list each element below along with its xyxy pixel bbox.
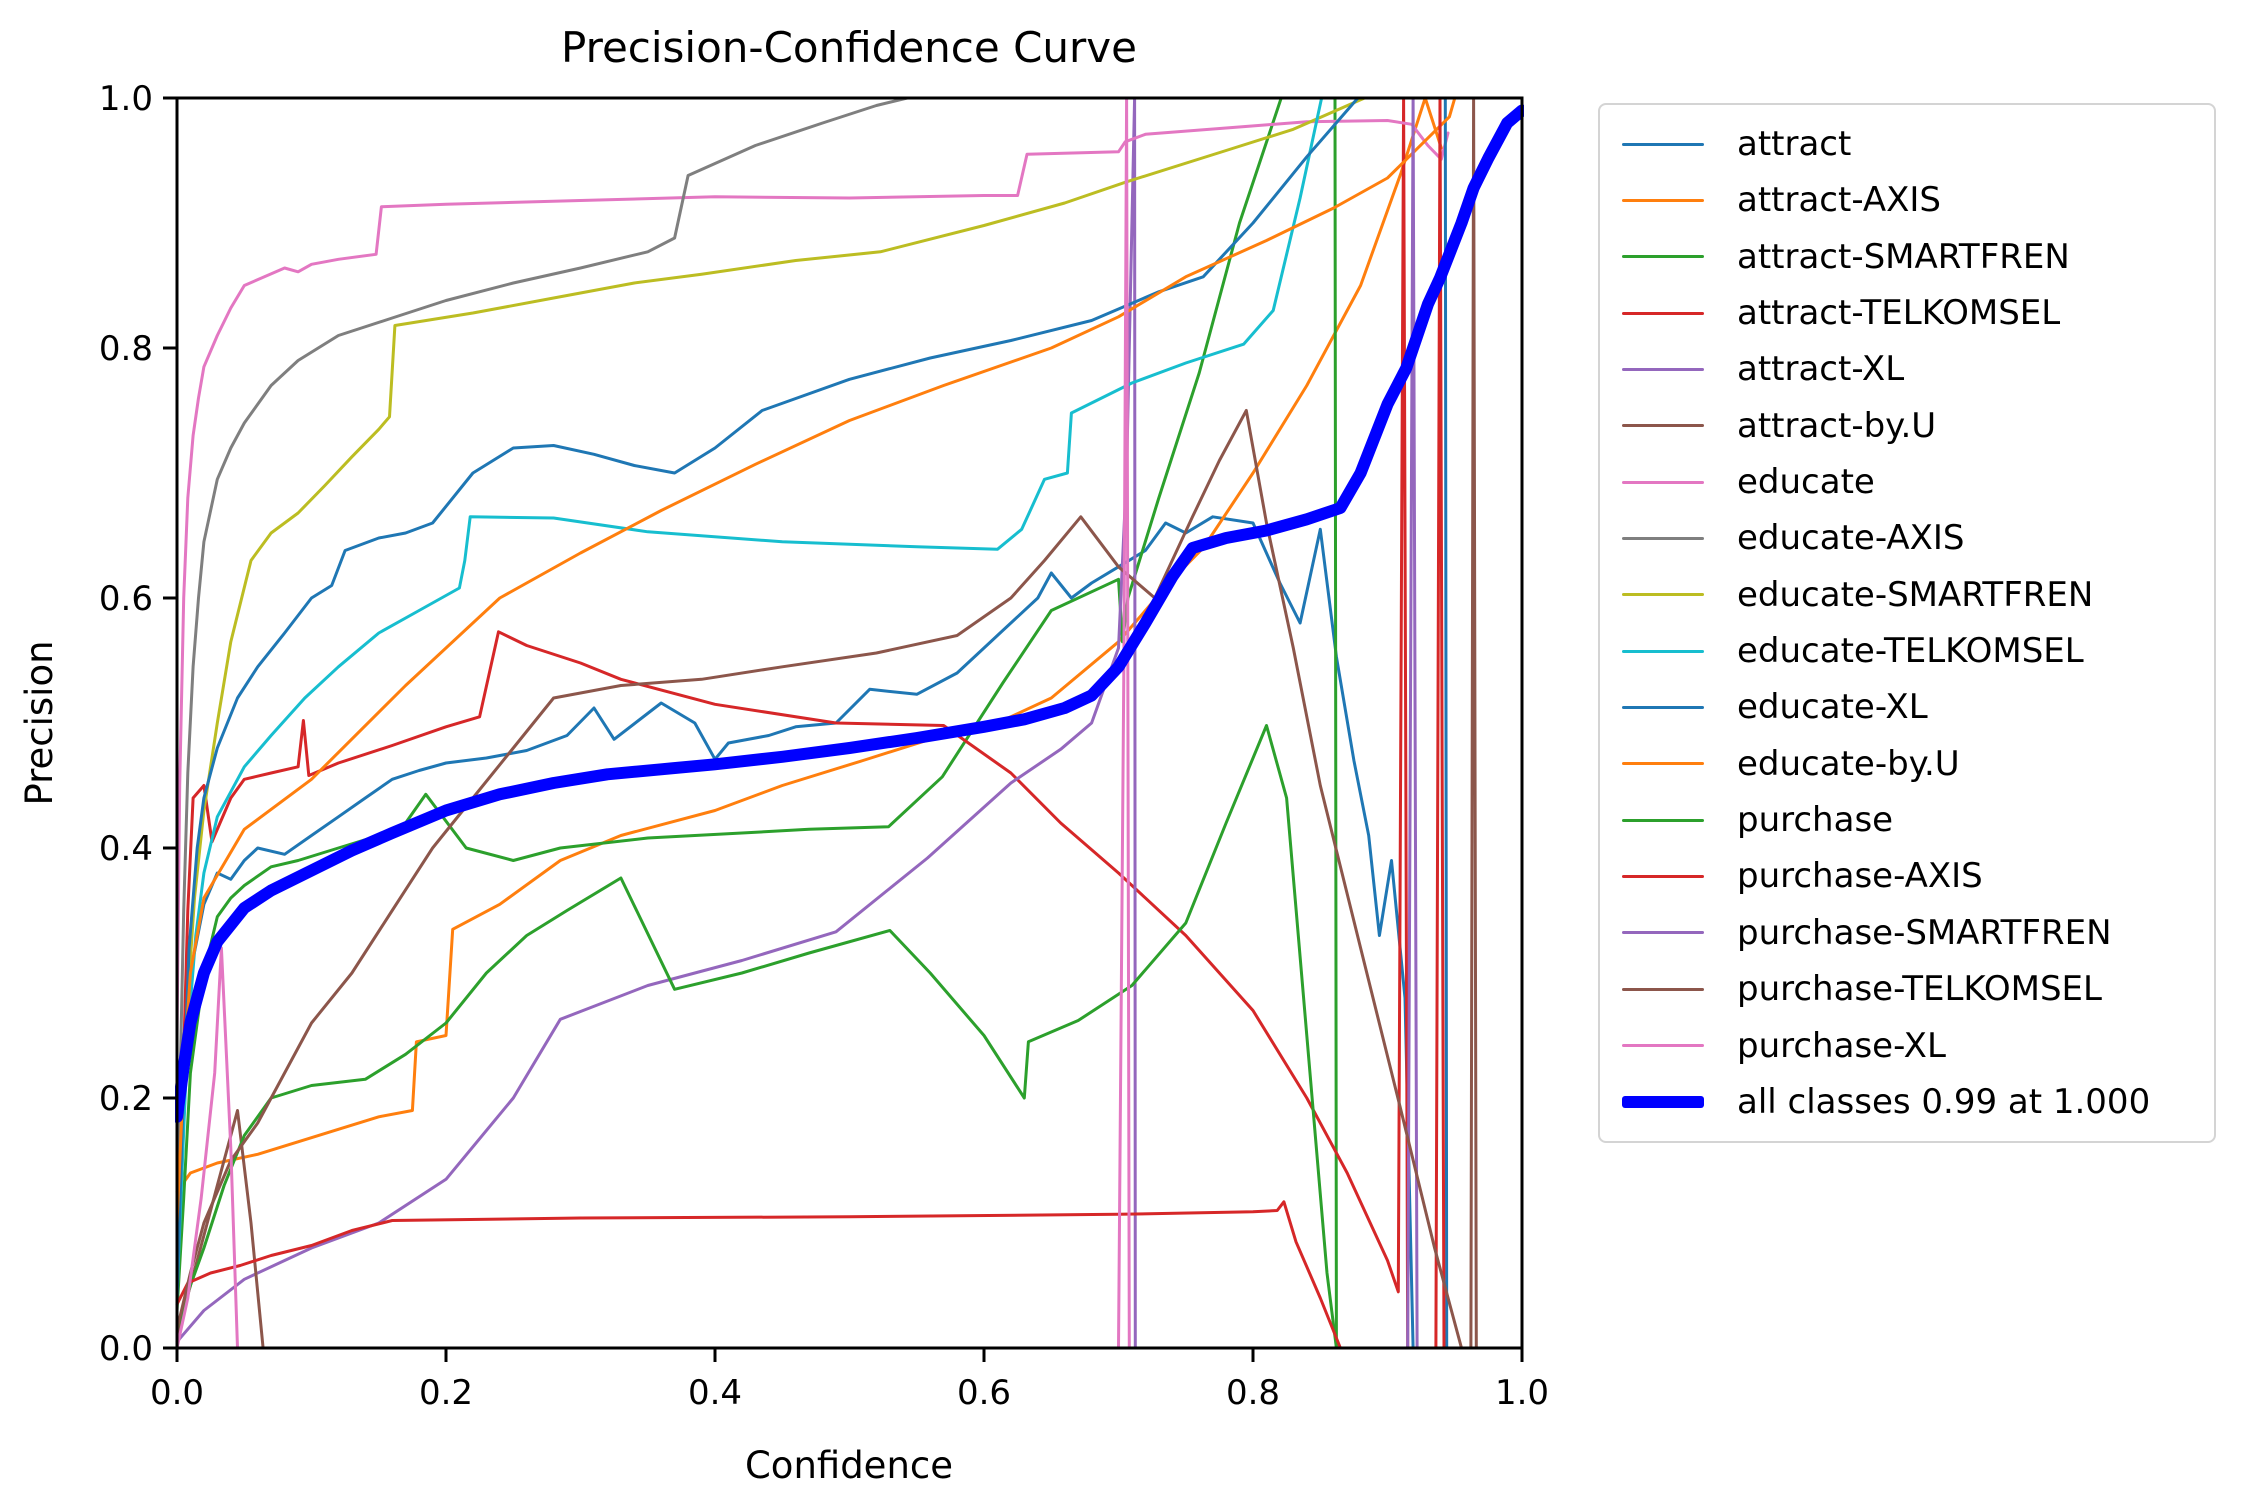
legend-label-purchase-SMARTFREN: purchase-SMARTFREN bbox=[1737, 912, 2112, 953]
x-tick-label: 0.4 bbox=[688, 1373, 742, 1413]
legend-item-attract-XL: attract-XL bbox=[1622, 342, 2214, 396]
series-line-purchase-AXIS bbox=[175, 96, 1446, 1350]
series-line-all-classes bbox=[175, 104, 1524, 1123]
y-axis-label: Precision bbox=[18, 640, 61, 805]
legend-item-attract: attract bbox=[1622, 117, 2214, 171]
legend-label-attract-AXIS: attract-AXIS bbox=[1737, 180, 1942, 221]
legend-line-sample-educate-XL bbox=[1622, 705, 1704, 709]
series-line-purchase-SMARTFREN bbox=[175, 96, 1419, 1350]
legend-label-educate-AXIS: educate-AXIS bbox=[1737, 518, 1965, 559]
series-line-educate-by.U bbox=[175, 96, 1457, 1225]
legend-item-purchase-TELKOMSEL: purchase-TELKOMSEL bbox=[1622, 962, 2214, 1016]
series-line-educate-SMARTFREN bbox=[175, 96, 1367, 1275]
legend-label-educate-TELKOMSEL: educate-TELKOMSEL bbox=[1737, 631, 2084, 672]
chart-title: Precision-Confidence Curve bbox=[561, 23, 1137, 72]
series-line-attract bbox=[175, 515, 1415, 1350]
plot-border bbox=[175, 96, 1524, 1350]
series-line-purchase-TELKOMSEL bbox=[175, 409, 1463, 1350]
legend-label-purchase: purchase bbox=[1737, 800, 1894, 841]
series-line-educate bbox=[175, 119, 1450, 1037]
x-tick-label: 0.0 bbox=[150, 1373, 204, 1413]
series-line-educate-TELKOMSEL bbox=[175, 96, 1324, 1300]
y-tick-label: 0.8 bbox=[99, 329, 153, 369]
chart-legend: attract attract-AXIS attract-SMARTFREN attr… bbox=[1598, 103, 2216, 1143]
legend-label-attract-TELKOMSEL: attract-TELKOMSEL bbox=[1737, 293, 2061, 334]
series-line-educate-XL bbox=[175, 96, 1449, 1350]
legend-item-educate: educate bbox=[1622, 455, 2214, 509]
series-line-educate-AXIS bbox=[175, 96, 909, 1275]
y-tick-label: 0.6 bbox=[99, 579, 153, 619]
y-tick-label: 0.0 bbox=[99, 1329, 153, 1369]
legend-item-purchase: purchase bbox=[1622, 793, 2214, 847]
legend-line-sample-purchase bbox=[1622, 818, 1704, 822]
legend-item-educate-SMARTFREN: educate-SMARTFREN bbox=[1622, 568, 2214, 622]
legend-label-educate-by.U: educate-by.U bbox=[1737, 743, 1960, 784]
legend-item-attract-AXIS: attract-AXIS bbox=[1622, 173, 2214, 227]
y-axis-ticks: 0.0 0.2 0.4 0.6 0.8 1.0 bbox=[99, 79, 177, 1369]
legend-item-purchase-SMARTFREN: purchase-SMARTFREN bbox=[1622, 906, 2214, 960]
legend-line-sample-attract bbox=[1622, 142, 1704, 146]
y-tick-label: 1.0 bbox=[99, 79, 153, 119]
legend-item-educate-XL: educate-XL bbox=[1622, 680, 2214, 734]
legend-label-all-classes: all classes 0.99 at 1.000 bbox=[1737, 1081, 2151, 1122]
legend-label-attract-XL: attract-XL bbox=[1737, 349, 1905, 390]
legend-item-purchase-XL: purchase-XL bbox=[1622, 1019, 2214, 1073]
x-tick-label: 0.8 bbox=[1226, 1373, 1280, 1413]
x-tick-label: 0.6 bbox=[957, 1373, 1011, 1413]
legend-item-educate-TELKOMSEL: educate-TELKOMSEL bbox=[1622, 624, 2214, 678]
legend-line-sample-purchase-SMARTFREN bbox=[1622, 931, 1704, 935]
legend-label-attract: attract bbox=[1737, 124, 1852, 164]
legend-line-sample-educate-by.U bbox=[1622, 762, 1704, 766]
x-axis-label: Confidence bbox=[745, 1444, 953, 1487]
legend-item-educate-AXIS: educate-AXIS bbox=[1622, 511, 2214, 565]
series-line-purchase bbox=[175, 724, 1338, 1350]
legend-line-sample-attract-XL bbox=[1622, 367, 1704, 371]
x-axis-ticks: 0.0 0.2 0.4 0.6 0.8 1.0 bbox=[150, 1348, 1549, 1413]
y-tick-label: 0.2 bbox=[99, 1079, 153, 1119]
legend-line-sample-purchase-AXIS bbox=[1622, 874, 1704, 878]
series-line-attract-XL bbox=[175, 96, 1137, 1350]
legend-line-sample-educate-TELKOMSEL bbox=[1622, 649, 1704, 653]
series-line-attract-TELKOMSEL bbox=[175, 96, 1410, 1350]
legend-line-sample-all-classes bbox=[1622, 1095, 1704, 1108]
legend-label-purchase-XL: purchase-XL bbox=[1737, 1025, 1946, 1066]
legend-label-educate: educate bbox=[1737, 462, 1875, 503]
x-tick-label: 0.2 bbox=[419, 1373, 473, 1413]
legend-item-attract-SMARTFREN: attract-SMARTFREN bbox=[1622, 230, 2214, 284]
legend-line-sample-attract-AXIS bbox=[1622, 198, 1704, 202]
legend-line-sample-attract-SMARTFREN bbox=[1622, 255, 1704, 259]
legend-line-sample-purchase-TELKOMSEL bbox=[1622, 987, 1704, 991]
legend-item-attract-TELKOMSEL: attract-TELKOMSEL bbox=[1622, 286, 2214, 340]
legend-item-attract-by.U: attract-by.U bbox=[1622, 399, 2214, 453]
series-line-purchase-XL bbox=[175, 96, 1131, 1350]
y-tick-label: 0.4 bbox=[99, 829, 153, 869]
x-tick-label: 1.0 bbox=[1495, 1373, 1549, 1413]
legend-line-sample-attract-by.U bbox=[1622, 424, 1704, 428]
legend-line-sample-purchase-XL bbox=[1622, 1044, 1704, 1047]
legend-line-sample-educate-SMARTFREN bbox=[1622, 593, 1704, 597]
legend-item-all-classes: all classes 0.99 at 1.000 bbox=[1622, 1075, 2214, 1129]
legend-item-educate-by.U: educate-by.U bbox=[1622, 737, 2214, 791]
legend-label-attract-by.U: attract-by.U bbox=[1737, 405, 1937, 446]
legend-label-purchase-AXIS: purchase-AXIS bbox=[1737, 856, 1983, 897]
series-lines bbox=[175, 96, 1524, 1350]
legend-line-sample-educate-AXIS bbox=[1622, 536, 1704, 540]
series-line-attract-SMARTFREN bbox=[175, 96, 1338, 1350]
series-line-attract-by.U bbox=[175, 96, 1478, 1350]
legend-label-educate-SMARTFREN: educate-SMARTFREN bbox=[1737, 574, 2094, 615]
legend-label-attract-SMARTFREN: attract-SMARTFREN bbox=[1737, 236, 2070, 277]
legend-label-educate-XL: educate-XL bbox=[1737, 687, 1928, 728]
legend-label-purchase-TELKOMSEL: purchase-TELKOMSEL bbox=[1737, 969, 2102, 1010]
legend-item-purchase-AXIS: purchase-AXIS bbox=[1622, 849, 2214, 903]
legend-line-sample-educate bbox=[1622, 480, 1704, 484]
legend-line-sample-attract-TELKOMSEL bbox=[1622, 311, 1704, 315]
series-line-attract-AXIS bbox=[175, 96, 1443, 1194]
